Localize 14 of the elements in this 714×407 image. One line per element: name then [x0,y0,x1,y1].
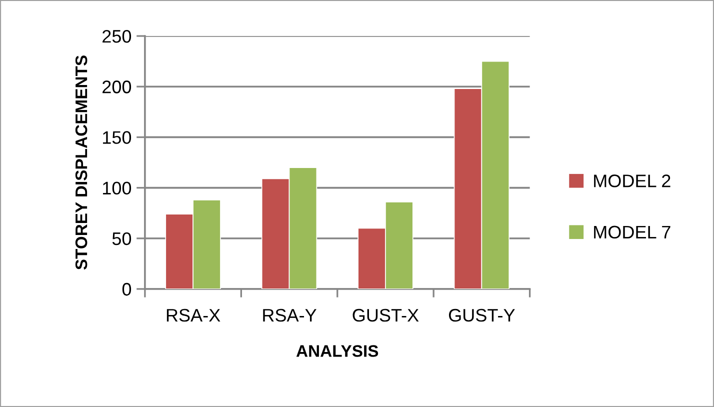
x-axis-title: ANALYSIS [296,345,378,357]
y-tick-label: 0 [122,282,132,296]
legend-label: MODEL 2 [594,174,670,188]
y-tick-label: 50 [112,232,132,246]
y-tick-label: 250 [102,30,132,43]
x-tick-label: RSA-X [166,308,220,322]
x-tick-label: RSA-Y [263,308,316,322]
y-axis-title: STOREY DISPLACEMENTS [75,56,88,270]
x-tick-label: GUST-Y [448,308,515,322]
legend-label: MODEL 7 [594,226,670,239]
y-tick-label: 100 [103,182,132,195]
x-tick-label: GUST-X [352,308,419,322]
y-tick-label: 150 [103,131,132,144]
y-tick-label: 200 [102,80,132,94]
